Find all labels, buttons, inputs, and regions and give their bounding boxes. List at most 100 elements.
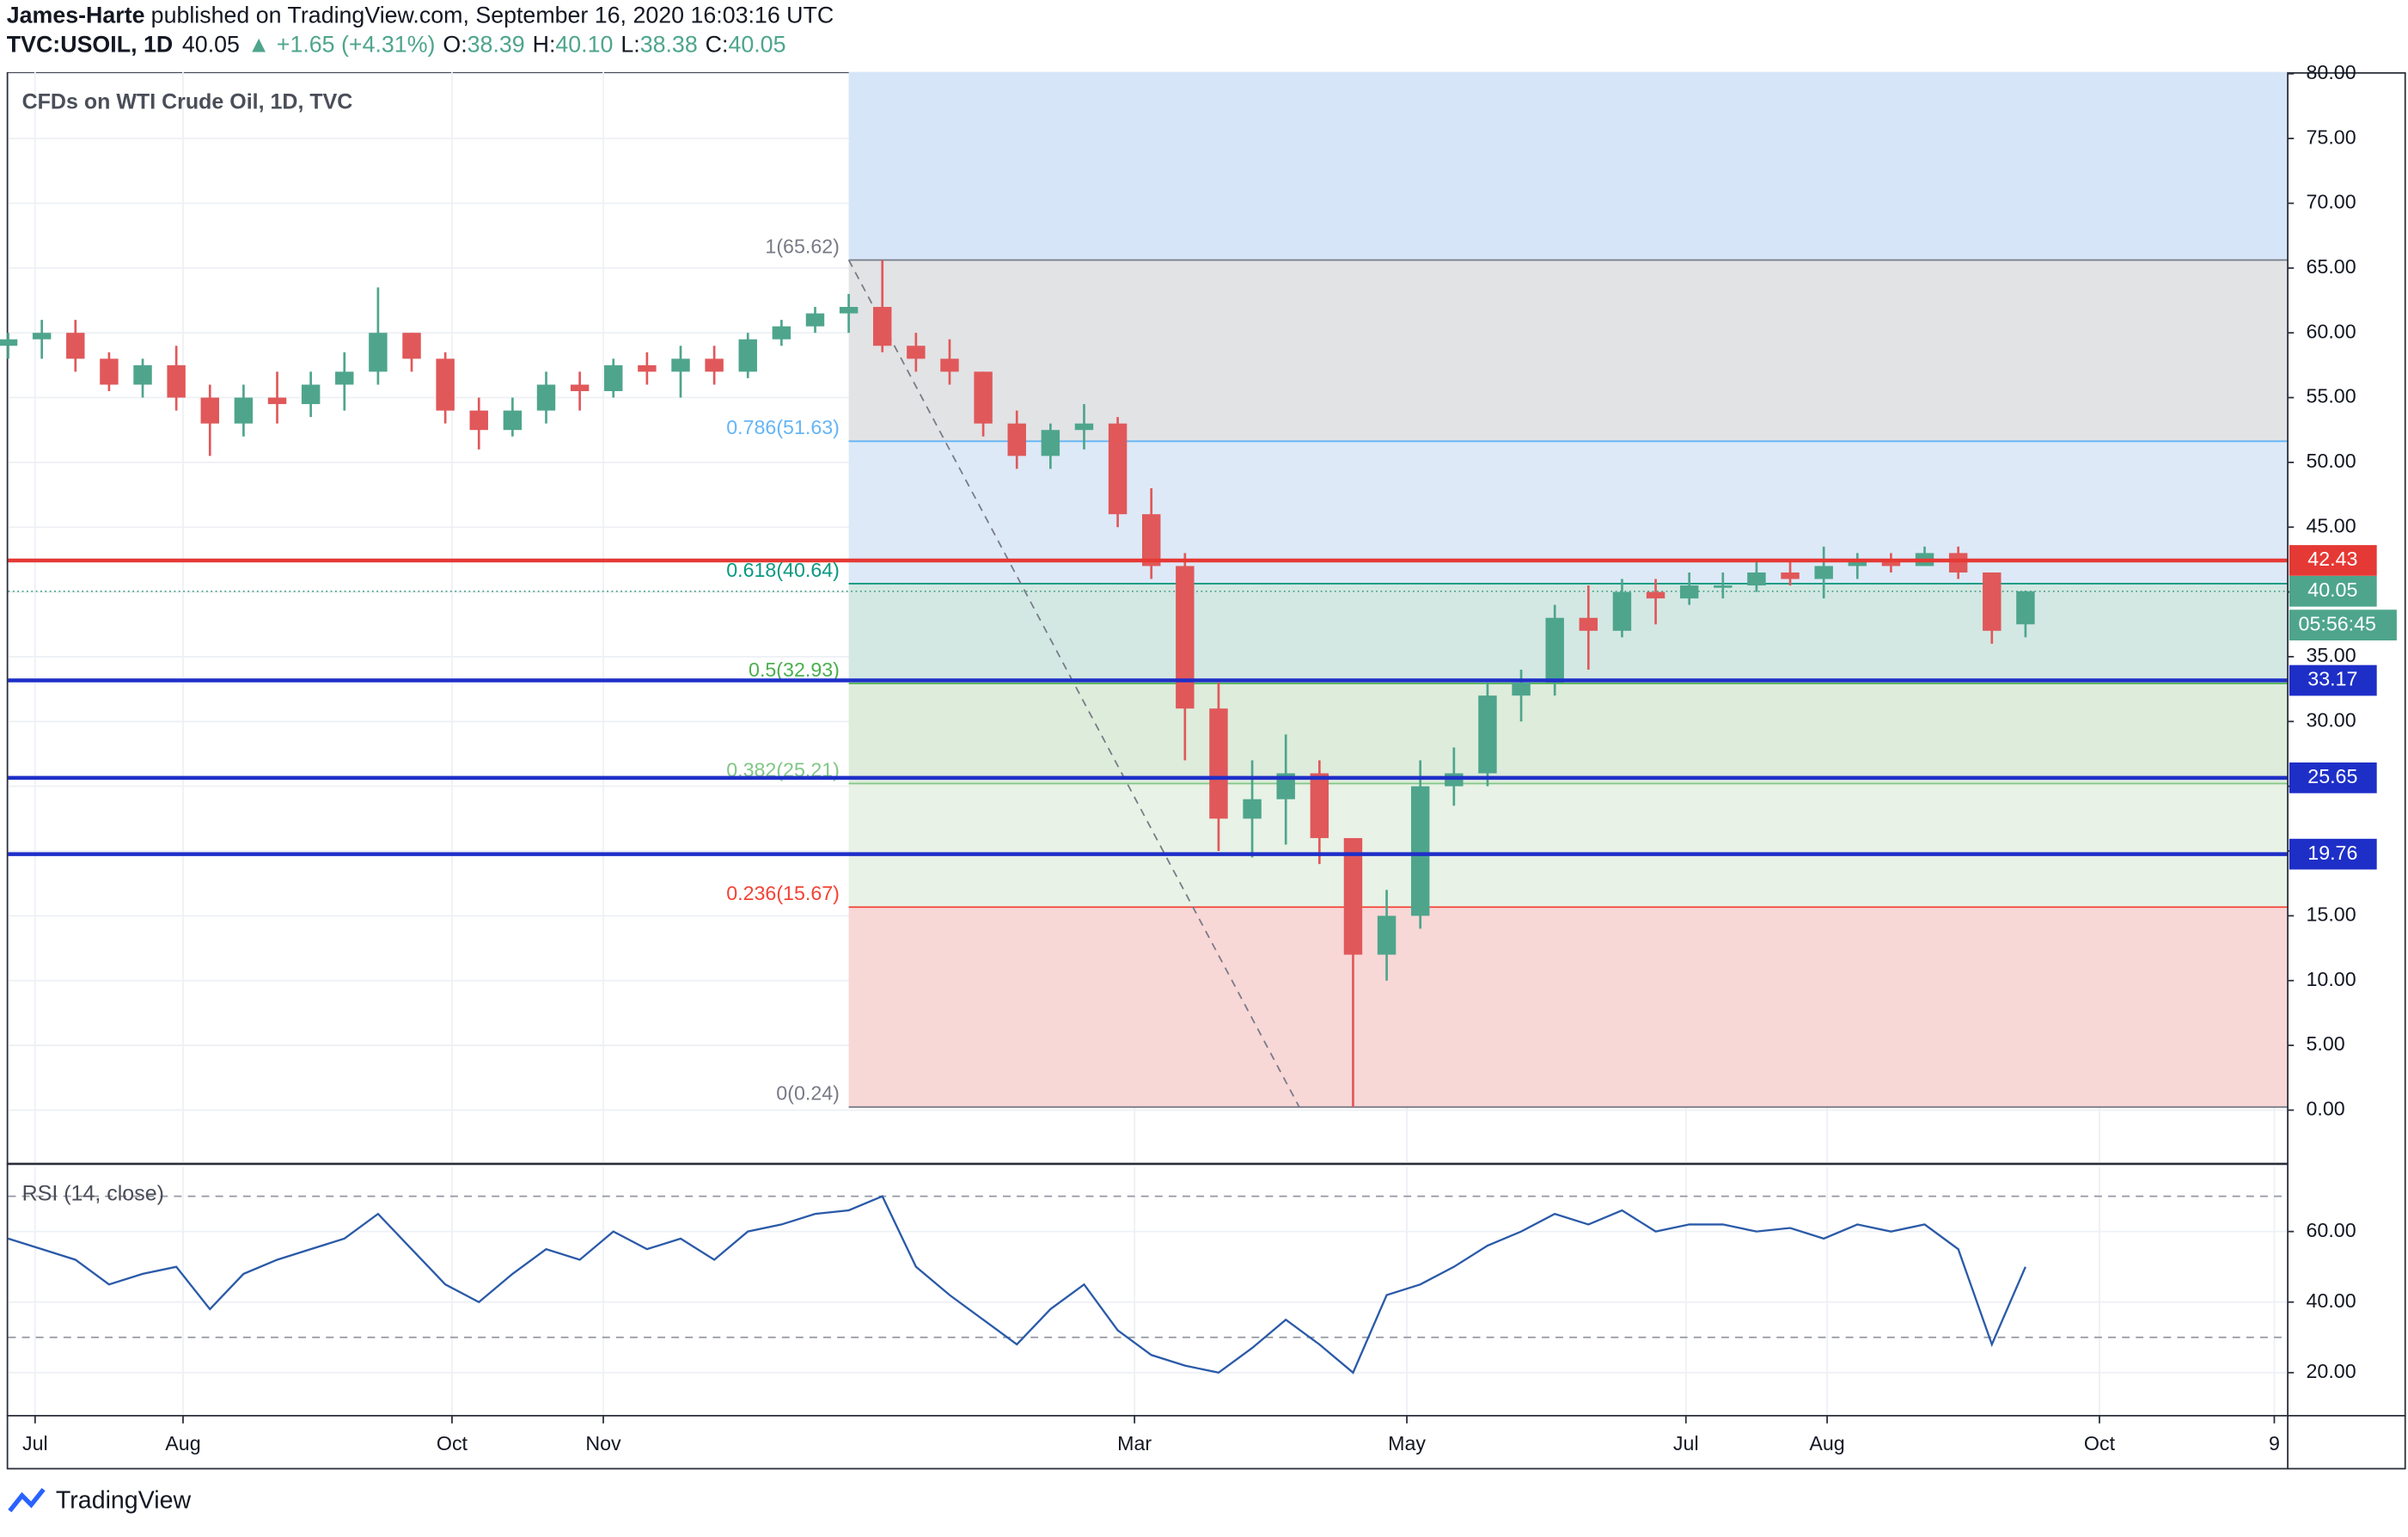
axis-label-bg <box>2289 664 2377 696</box>
h-val: 40.10 <box>555 32 613 58</box>
fib-band <box>848 260 2289 442</box>
axis-label: 42.43 <box>2307 548 2357 570</box>
candle-body <box>1983 572 2002 631</box>
candle-body <box>1948 553 1968 573</box>
candle-body <box>805 313 825 327</box>
candle-body <box>1209 708 1228 819</box>
o-key: O: <box>443 32 467 58</box>
candle-body <box>1343 837 1363 955</box>
x-tick-label: Mar <box>1117 1432 1152 1454</box>
y-tick-label: 70.00 <box>2307 191 2356 213</box>
author: James-Harte <box>7 3 145 28</box>
y-tick-label: 40.00 <box>2307 1289 2356 1312</box>
candle-body <box>32 333 52 340</box>
candle-body <box>66 333 85 359</box>
countdown-bg <box>2289 609 2397 640</box>
y-tick-label: 0.00 <box>2307 1098 2345 1120</box>
candle-body <box>1276 773 1295 799</box>
fib-label: 0(0.24) <box>776 1082 840 1105</box>
candle-body <box>1007 423 1026 456</box>
rsi-title: RSI (14, close) <box>22 1181 164 1205</box>
header-line-2: TVC:USOIL, 1D 40.05 ▲ +1.65 (+4.31%) O: 38.3… <box>7 32 786 58</box>
candle-body <box>1108 423 1128 515</box>
candle-body <box>2016 591 2035 625</box>
axis-label-bg <box>2289 838 2377 870</box>
y-tick-label: 5.00 <box>2307 1032 2345 1055</box>
candle-body <box>1881 559 1901 566</box>
c-val: 40.05 <box>728 32 785 58</box>
candle-body <box>1041 430 1060 456</box>
candle-body <box>1243 799 1262 819</box>
last: 40.05 <box>182 32 240 58</box>
axis-label-bg <box>2289 762 2377 793</box>
last-price-bg <box>2289 575 2377 607</box>
candle-body <box>402 333 421 359</box>
candle-body <box>469 410 488 431</box>
last-price-label: 40.05 <box>2307 579 2357 601</box>
logo-mark <box>8 1487 46 1513</box>
x-tick-label: Jul <box>1673 1432 1699 1454</box>
published: published on TradingView.com, September … <box>151 3 834 28</box>
candle-body <box>940 358 959 372</box>
rsi-line <box>8 1195 2026 1375</box>
candle-body <box>974 371 993 424</box>
y-tick-label: 10.00 <box>2307 968 2356 990</box>
change: ▲ +1.65 (+4.31%) <box>248 32 436 58</box>
x-tick-label: Nov <box>585 1432 621 1454</box>
candle-body <box>503 410 523 431</box>
candle-body <box>133 364 152 385</box>
candle-body <box>671 358 690 372</box>
y-tick-label: 75.00 <box>2307 126 2356 148</box>
candle-body <box>570 384 590 391</box>
fib-label: 0.236(15.67) <box>726 882 840 904</box>
candle-body <box>369 333 388 372</box>
fib-band <box>848 783 2289 908</box>
y-tick-label: 35.00 <box>2307 644 2356 666</box>
y-tick-label: 55.00 <box>2307 385 2356 407</box>
candle-body <box>536 384 556 411</box>
candle-body <box>1781 572 1800 579</box>
candle-body <box>1410 786 1430 916</box>
candle-body <box>1478 695 1497 774</box>
candle-body <box>335 371 354 385</box>
candle-body <box>100 358 119 385</box>
y-tick-label: 30.00 <box>2307 708 2356 731</box>
x-tick-label: 9 <box>2269 1432 2280 1454</box>
y-tick-label: 60.00 <box>2307 320 2356 342</box>
candle-body <box>1612 591 1632 631</box>
l-key: L: <box>620 32 639 58</box>
chart-title: CFDs on WTI Crude Oil, 1D, TVC <box>22 89 353 113</box>
candle-body <box>1512 683 1531 696</box>
candle-body <box>301 384 321 405</box>
candle-body <box>436 358 455 411</box>
candle-body <box>1714 585 1733 588</box>
countdown-label: 05:56:45 <box>2299 612 2376 634</box>
y-tick-label: 50.00 <box>2307 450 2356 472</box>
candle-body <box>1747 572 1766 586</box>
candle-body <box>1646 591 1665 599</box>
y-tick-label: 15.00 <box>2307 903 2356 926</box>
candle-body <box>1814 566 1833 579</box>
candle-body <box>1176 566 1195 709</box>
h-key: H: <box>533 32 556 58</box>
candle-body <box>738 339 757 372</box>
axis-label: 25.65 <box>2307 765 2357 787</box>
fib-band <box>848 907 2289 1107</box>
y-tick-label: 45.00 <box>2307 514 2356 536</box>
x-tick-label: Oct <box>437 1432 468 1454</box>
logo <box>8 1487 46 1513</box>
header-line-1: James-Harte published on TradingView.com,… <box>7 3 834 28</box>
fib-band <box>848 683 2289 784</box>
candle-body <box>234 397 254 424</box>
candle-body <box>1377 915 1397 955</box>
symbol: TVC:USOIL, 1D <box>7 32 173 58</box>
candle-body <box>638 364 657 372</box>
l-val: 38.38 <box>640 32 698 58</box>
footer-brand: TradingView <box>56 1486 192 1514</box>
x-tick-label: Oct <box>2084 1432 2116 1454</box>
candle-body <box>873 307 892 346</box>
x-tick-label: Aug <box>1809 1432 1844 1454</box>
axis-label: 33.17 <box>2307 668 2357 690</box>
candle-body <box>1445 773 1464 787</box>
